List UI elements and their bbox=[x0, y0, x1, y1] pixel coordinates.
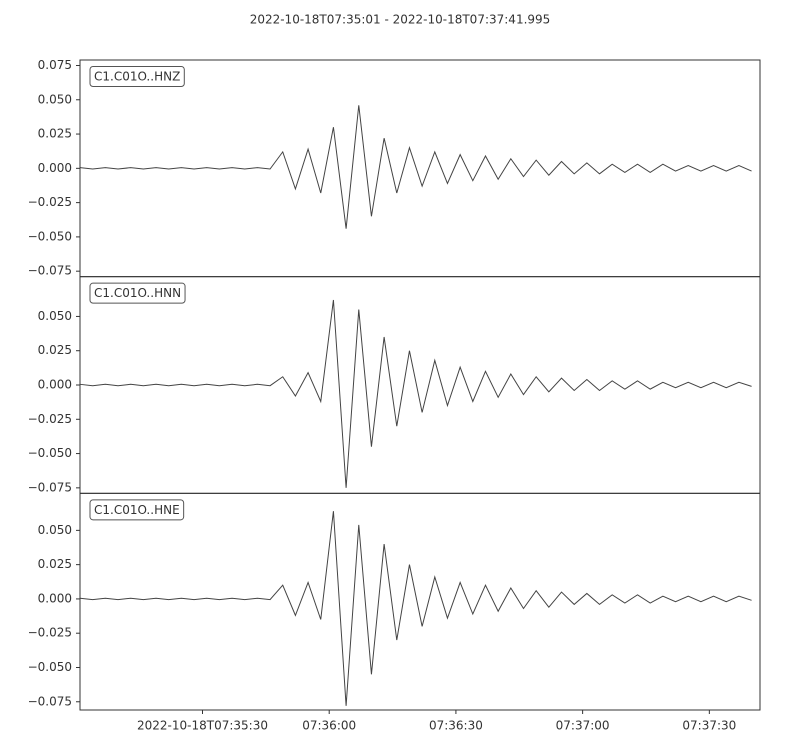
trace-label-text: C1.C01O..HNZ bbox=[94, 70, 180, 84]
y-tick-label: 0.075 bbox=[38, 58, 72, 72]
x-tick-label: 2022-10-18T07:35:30 bbox=[137, 719, 268, 733]
y-tick-label: 0.025 bbox=[38, 343, 72, 357]
trace-label: C1.C01O..HNE bbox=[89, 499, 185, 521]
trace-label-text: C1.C01O..HNE bbox=[94, 503, 180, 517]
panel-frame bbox=[79, 59, 761, 278]
y-tick-label: 0.000 bbox=[38, 161, 72, 175]
trace-label-text: C1.C01O..HNN bbox=[94, 286, 181, 300]
chart-title: 2022-10-18T07:35:01 - 2022-10-18T07:37:4… bbox=[250, 13, 551, 27]
y-tick-label: 0.025 bbox=[38, 127, 72, 141]
trace-label: C1.C01O..HNN bbox=[89, 282, 186, 304]
x-tick-label: 07:37:00 bbox=[556, 719, 610, 733]
y-tick-label: 0.000 bbox=[38, 378, 72, 392]
y-tick-label: −0.025 bbox=[28, 412, 72, 426]
y-tick-label: −0.075 bbox=[28, 480, 72, 494]
x-tick-label: 07:36:00 bbox=[302, 719, 356, 733]
trace-label-box bbox=[89, 66, 185, 87]
y-tick-label: 0.000 bbox=[38, 591, 72, 605]
waveform bbox=[79, 105, 752, 229]
y-tick-label: −0.025 bbox=[28, 195, 72, 209]
y-tick-label: 0.050 bbox=[38, 523, 72, 537]
y-tick-label: −0.025 bbox=[28, 626, 72, 640]
trace-label: C1.C01O..HNZ bbox=[89, 66, 185, 87]
y-tick-label: 0.025 bbox=[38, 557, 72, 571]
y-tick-label: −0.050 bbox=[28, 446, 72, 460]
trace-label-box bbox=[89, 499, 185, 521]
y-tick-label: 0.050 bbox=[38, 92, 72, 106]
y-tick-label: −0.050 bbox=[28, 660, 72, 674]
y-tick-label: 0.050 bbox=[38, 309, 72, 323]
panel-frame bbox=[79, 492, 761, 711]
x-tick-label: 07:37:30 bbox=[682, 719, 736, 733]
x-tick-label: 07:36:30 bbox=[429, 719, 483, 733]
y-tick-label: −0.075 bbox=[28, 264, 72, 278]
waveform bbox=[79, 299, 752, 488]
waveform bbox=[79, 511, 752, 706]
y-tick-label: −0.050 bbox=[28, 229, 72, 243]
trace-label-box bbox=[89, 282, 186, 304]
y-tick-label: −0.075 bbox=[28, 694, 72, 708]
